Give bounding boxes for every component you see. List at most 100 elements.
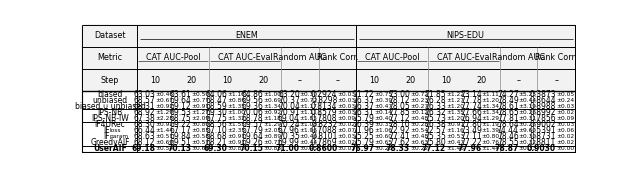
Text: ±3.19: ±3.19	[518, 104, 536, 109]
Text: ±0.30: ±0.30	[300, 92, 318, 97]
Text: ±0.85: ±0.85	[263, 146, 281, 151]
Text: ±0.47: ±0.47	[446, 140, 464, 145]
Text: ±1.44: ±1.44	[482, 146, 500, 151]
Text: ±0.03: ±0.03	[337, 92, 356, 97]
Text: ±0.91: ±0.91	[227, 140, 245, 145]
Text: ±0.46: ±0.46	[300, 134, 318, 139]
Text: IF: IF	[103, 132, 110, 141]
Text: 20: 20	[405, 76, 415, 85]
Text: ±0.51: ±0.51	[156, 134, 173, 139]
Text: ±0.28: ±0.28	[410, 122, 428, 127]
Text: 77.12: 77.12	[388, 114, 410, 123]
Text: 69.57: 69.57	[241, 120, 263, 129]
Text: ±0.58: ±0.58	[191, 134, 209, 139]
Text: 68.75: 68.75	[170, 114, 191, 123]
Text: Random AUC: Random AUC	[273, 53, 326, 62]
Text: 75.35: 75.35	[424, 132, 446, 141]
Text: 70.06: 70.06	[241, 108, 263, 117]
Text: ±1.34: ±1.34	[482, 110, 500, 115]
Text: ±0.03: ±0.03	[337, 110, 356, 115]
Text: ±1.22: ±1.22	[446, 92, 464, 97]
Text: 10: 10	[150, 76, 161, 85]
Text: biased ∪ unbiased: biased ∪ unbiased	[74, 102, 145, 111]
Text: 67.38: 67.38	[134, 114, 156, 123]
Text: 67.17: 67.17	[170, 126, 191, 135]
Text: Random AUC: Random AUC	[492, 53, 545, 62]
Text: ±2.09: ±2.09	[191, 116, 209, 121]
Text: ±0.35: ±0.35	[374, 122, 392, 127]
Text: ±0.65: ±0.65	[374, 140, 392, 145]
Text: ±0.23: ±0.23	[410, 98, 428, 103]
Text: 68.57: 68.57	[134, 96, 156, 105]
Text: ±0.54: ±0.54	[410, 128, 428, 133]
Text: –: –	[335, 76, 339, 85]
Text: ±0.92: ±0.92	[156, 104, 173, 109]
Text: 63.20: 63.20	[278, 90, 300, 99]
Text: 75.25: 75.25	[353, 132, 374, 141]
Text: 75.79: 75.79	[352, 138, 374, 147]
Text: 68.68: 68.68	[205, 132, 227, 141]
Text: ±0.80: ±0.80	[482, 134, 500, 139]
Text: 0.8232: 0.8232	[311, 120, 337, 129]
Text: 69.51: 69.51	[170, 138, 191, 147]
Text: ±0.91: ±0.91	[446, 122, 464, 127]
Text: 75.79: 75.79	[352, 114, 374, 123]
Text: 78.49: 78.49	[497, 96, 518, 105]
Text: ±1.19: ±1.19	[482, 122, 500, 127]
Text: 75.73: 75.73	[424, 114, 446, 123]
Text: 69.56: 69.56	[241, 96, 263, 105]
Text: 78.12: 78.12	[388, 96, 410, 105]
Text: ±0.39: ±0.39	[374, 98, 392, 103]
Text: ±1.35: ±1.35	[446, 110, 464, 115]
Text: 69.12: 69.12	[170, 102, 191, 111]
Text: ENEM: ENEM	[236, 31, 258, 40]
Text: ±0.77: ±0.77	[191, 98, 209, 103]
Text: 78.10: 78.10	[388, 120, 410, 129]
Text: 68.56: 68.56	[205, 120, 227, 129]
Text: ±1.29: ±1.29	[482, 116, 500, 121]
Text: 74.27: 74.27	[497, 90, 518, 99]
Text: loss: loss	[110, 128, 122, 133]
Text: –: –	[516, 76, 520, 85]
Text: 71.85: 71.85	[424, 90, 446, 99]
Text: ±0.44: ±0.44	[300, 140, 318, 145]
Text: 78.05: 78.05	[388, 102, 410, 111]
Text: 76.33: 76.33	[424, 102, 446, 111]
Text: 69.64: 69.64	[241, 132, 263, 141]
Text: 77.11: 77.11	[460, 132, 482, 141]
Text: 69.53: 69.53	[170, 108, 191, 117]
Text: 64.06: 64.06	[205, 90, 227, 99]
Text: ±0.83: ±0.83	[227, 146, 245, 151]
Text: 69.36: 69.36	[241, 102, 263, 111]
Text: ±2.35: ±2.35	[227, 128, 245, 133]
Text: 69.26: 69.26	[241, 138, 263, 147]
Bar	[83, 25, 575, 91]
Text: ±0.40: ±0.40	[374, 116, 392, 121]
Text: 10: 10	[441, 76, 451, 85]
Text: 72.57: 72.57	[424, 126, 446, 135]
Text: ±0.50: ±0.50	[191, 92, 209, 97]
Text: ±0.32: ±0.32	[518, 140, 537, 145]
Text: 20: 20	[477, 76, 487, 85]
Text: 70.04: 70.04	[278, 102, 300, 111]
Text: 74.44: 74.44	[497, 126, 518, 135]
Text: 63.03: 63.03	[134, 90, 156, 99]
Text: biased: biased	[97, 90, 123, 99]
Text: 10: 10	[222, 76, 232, 85]
Text: 68.63: 68.63	[134, 132, 156, 141]
Text: ±1.85: ±1.85	[300, 116, 318, 121]
Text: ±0.26: ±0.26	[518, 122, 536, 127]
Text: ±0.69: ±0.69	[263, 98, 281, 103]
Text: ±1.35: ±1.35	[227, 104, 245, 109]
Text: CAT AUC-Eval: CAT AUC-Eval	[436, 53, 492, 62]
Text: ±0.02: ±0.02	[556, 140, 574, 145]
Text: 72.92: 72.92	[388, 126, 410, 135]
Text: ±0.89: ±0.89	[263, 134, 281, 139]
Text: NIPS-EDU: NIPS-EDU	[447, 31, 484, 40]
Text: ±1.06: ±1.06	[300, 128, 317, 133]
Text: 78.65: 78.65	[497, 108, 518, 117]
Text: ±0.02: ±0.02	[556, 110, 574, 115]
Text: ±1.00: ±1.00	[263, 92, 281, 97]
Text: ±1.55: ±1.55	[227, 122, 245, 127]
Text: ±2.05: ±2.05	[263, 128, 281, 133]
